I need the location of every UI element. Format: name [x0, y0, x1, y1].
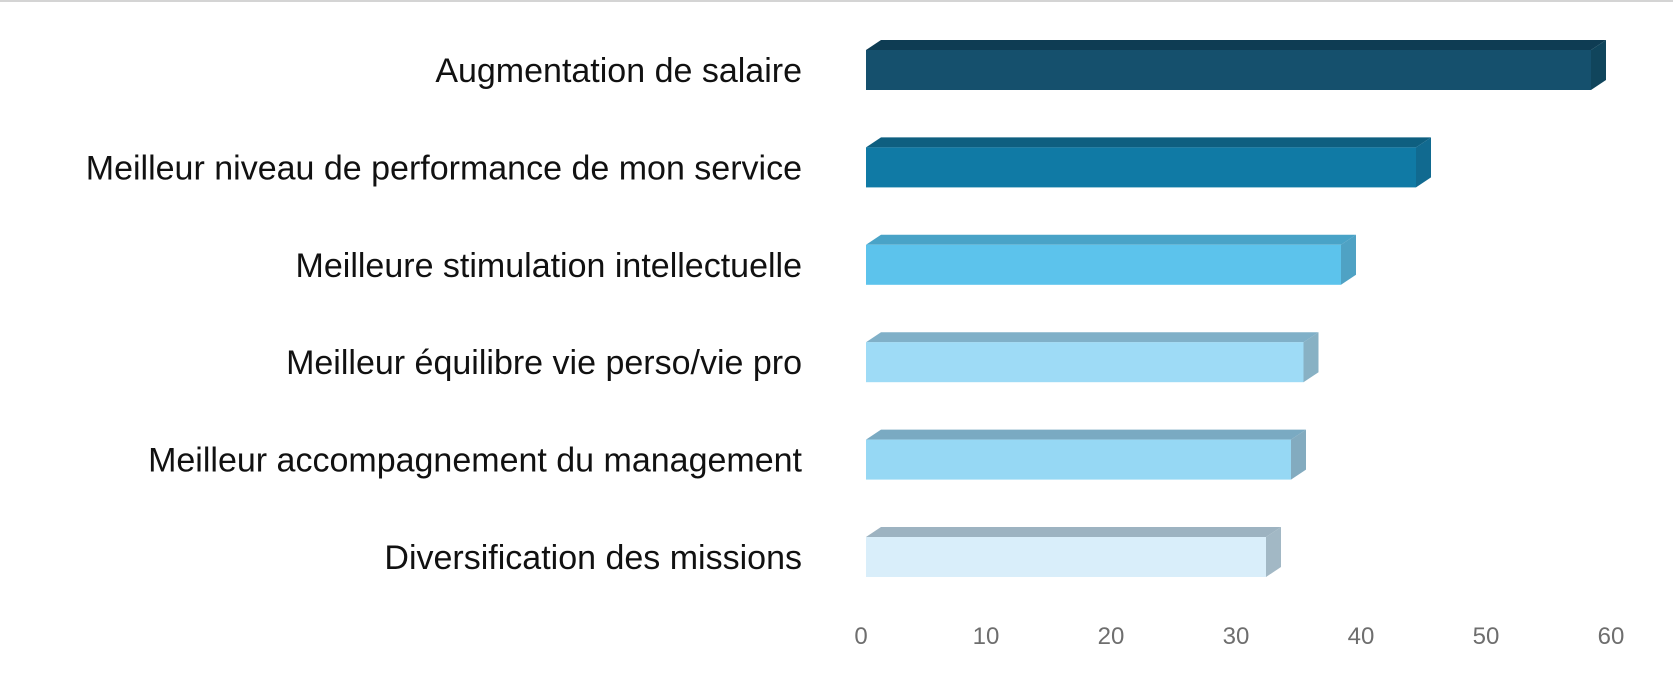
category-label: Meilleur équilibre vie perso/vie pro [286, 344, 802, 382]
bar-side-face [1291, 429, 1306, 480]
x-tick-label: 30 [1223, 623, 1250, 650]
bar-front [866, 439, 1291, 480]
category-label: Meilleur accompagnement du management [148, 442, 802, 480]
bar-side-face [1416, 137, 1431, 188]
bar-side-face [1591, 40, 1606, 90]
bar-top-face [866, 527, 1281, 537]
category-label: Diversification des missions [384, 539, 802, 577]
x-tick-label: 50 [1473, 623, 1500, 650]
x-tick-label: 10 [973, 623, 1000, 650]
bar-front [866, 244, 1341, 285]
x-tick-label: 40 [1348, 623, 1375, 650]
category-label: Meilleure stimulation intellectuelle [296, 247, 802, 285]
bar-front [866, 342, 1304, 383]
bar-front [866, 537, 1266, 577]
bar-top-face [866, 40, 1606, 50]
bar-front [866, 147, 1416, 188]
x-tick-label: 20 [1098, 623, 1125, 650]
x-tick-label: 0 [854, 623, 867, 650]
bar-side-face [1341, 234, 1356, 285]
category-label: Meilleur niveau de performance de mon se… [86, 149, 802, 187]
bar-top-face [866, 137, 1431, 148]
bar-top-face [866, 332, 1319, 343]
bar-side-face [1303, 332, 1319, 383]
bar-front [866, 50, 1591, 90]
bar-top-face [866, 234, 1356, 245]
bar-side-face [1266, 527, 1281, 577]
x-tick-label: 60 [1598, 623, 1625, 650]
bar-top-face [866, 429, 1306, 440]
category-label: Augmentation de salaire [435, 52, 802, 90]
